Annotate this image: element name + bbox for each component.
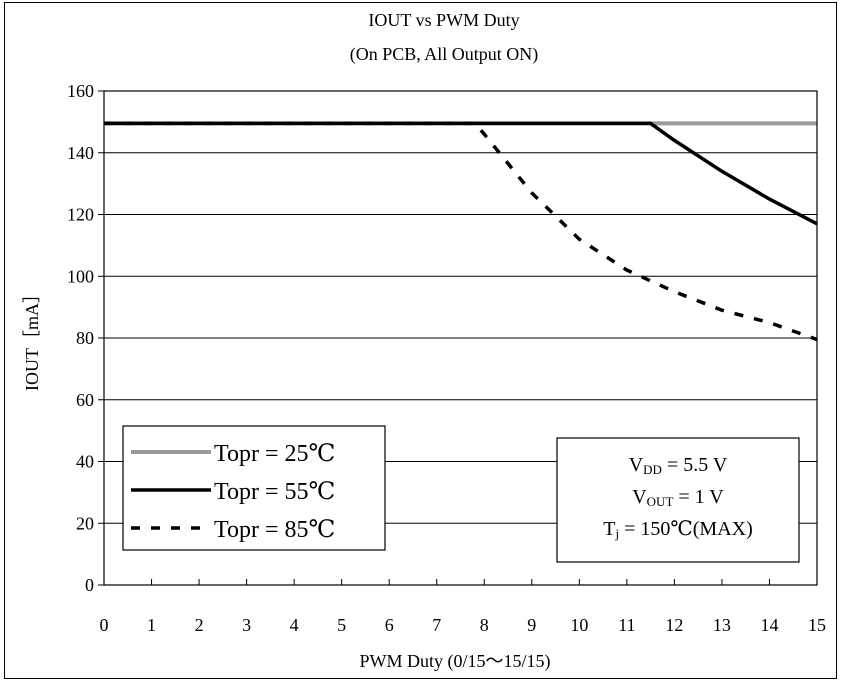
x-axis-title: PWM Duty (0/15～15/15) [360, 651, 551, 672]
x-tick-label: 14 [760, 615, 778, 635]
x-tick-label: 0 [100, 615, 109, 635]
x-tick-label: 5 [337, 615, 346, 635]
legend-label-25c: Topr = 25℃ [214, 441, 335, 467]
x-tick-label: 9 [527, 615, 536, 635]
chart-frame [4, 2, 837, 679]
x-tick-label: 12 [665, 615, 683, 635]
x-tick-label: 3 [242, 615, 251, 635]
legend: Topr = 25℃ Topr = 55℃ Topr = 85℃ [122, 425, 386, 551]
x-tick-label: 10 [570, 615, 588, 635]
condition-line: Tj = 150℃(MAX) [603, 518, 753, 541]
series-line-85c [104, 121, 818, 342]
x-tick-label: 15 [808, 615, 826, 635]
y-axis-ticks: 0 20 40 60 80 100 120 140 160 [67, 81, 104, 595]
series-lines [104, 121, 818, 342]
conditions-box: VDD = 5.5 V VOUT = 1 V Tj = 150℃(MAX) [556, 437, 800, 563]
legend-label-85c: Topr = 85℃ [214, 517, 335, 543]
y-tick-label: 0 [85, 575, 94, 595]
y-tick-label: 80 [76, 328, 94, 348]
y-axis-title: IOUT［mA］ [22, 285, 42, 391]
y-tick-label: 40 [76, 452, 94, 472]
x-tick-label: 1 [147, 615, 156, 635]
series-line-55c [104, 121, 818, 226]
y-tick-label: 140 [67, 143, 94, 163]
legend-label-55c: Topr = 55℃ [214, 479, 335, 505]
x-tick-label: 13 [713, 615, 731, 635]
x-tick-label: 7 [432, 615, 441, 635]
x-tick-label: 4 [290, 615, 299, 635]
legend-box [122, 425, 386, 551]
chart-title: IOUT vs PWM Duty [368, 10, 519, 30]
condition-line: VDD = 5.5 V [629, 454, 728, 477]
y-tick-label: 100 [67, 266, 94, 286]
y-tick-label: 120 [67, 205, 94, 225]
x-axis-ticks: 0 1 2 3 4 5 6 7 8 9 10 11 12 13 14 15 [100, 579, 826, 635]
y-tick-label: 60 [76, 390, 94, 410]
condition-line: VOUT = 1 V [632, 486, 724, 509]
chart-subtitle: (On PCB, All Output ON) [350, 44, 539, 65]
x-tick-label: 6 [385, 615, 394, 635]
x-tick-label: 2 [195, 615, 204, 635]
x-tick-label: 8 [480, 615, 489, 635]
conditions-frame [556, 437, 800, 563]
x-tick-label: 11 [618, 615, 635, 635]
y-tick-label: 160 [67, 81, 94, 101]
plot-area [103, 90, 818, 586]
y-tick-label: 20 [76, 513, 94, 533]
